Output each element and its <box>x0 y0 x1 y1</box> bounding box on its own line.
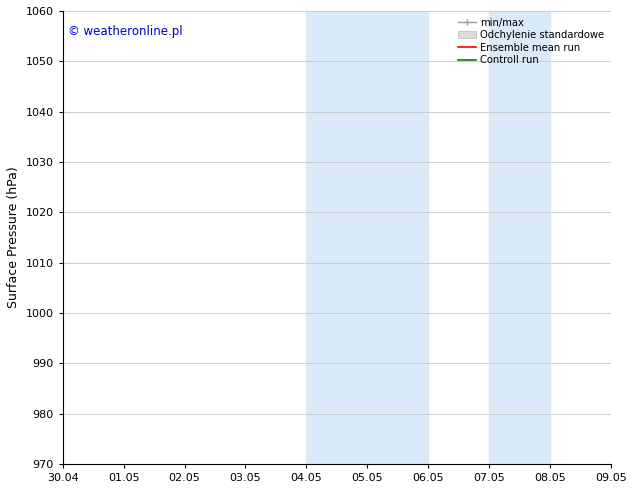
Bar <box>306 11 429 464</box>
Bar <box>489 11 550 464</box>
Y-axis label: Surface Pressure (hPa): Surface Pressure (hPa) <box>7 167 20 308</box>
Text: © weatheronline.pl: © weatheronline.pl <box>68 24 183 38</box>
Legend: min/max, Odchylenie standardowe, Ensemble mean run, Controll run: min/max, Odchylenie standardowe, Ensembl… <box>456 16 606 68</box>
